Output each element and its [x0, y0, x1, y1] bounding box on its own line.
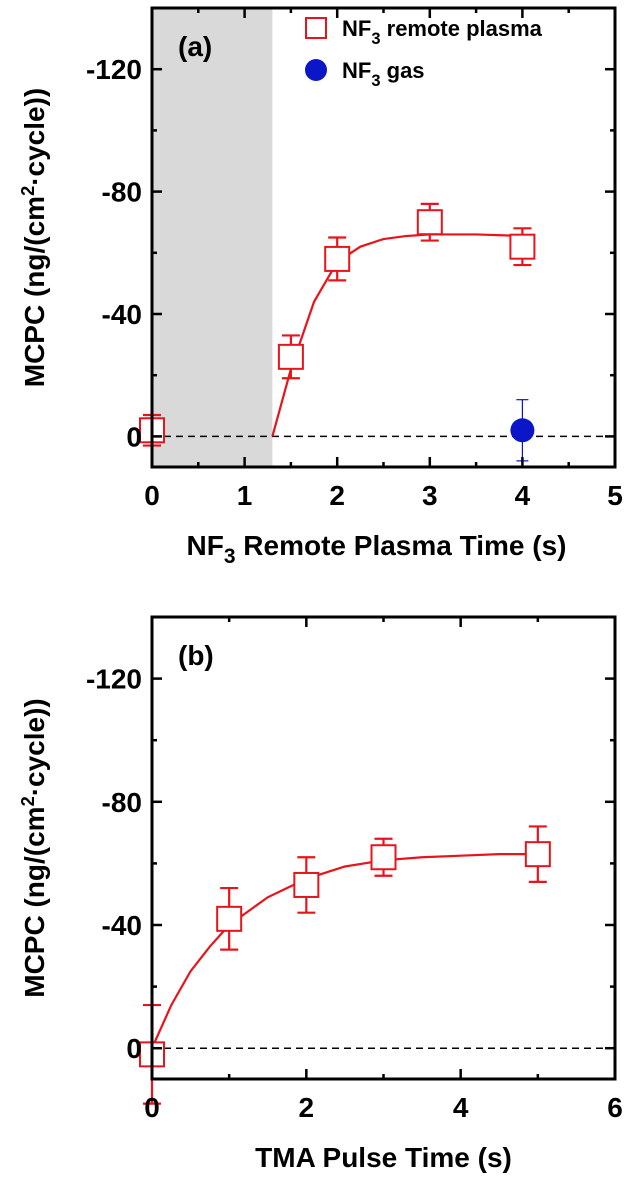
y-tick-label: -120 [86, 54, 142, 85]
legend-entry: NF3 gas [342, 58, 425, 90]
x-tick-label: 4 [515, 480, 531, 511]
x-tick-label: 1 [237, 480, 253, 511]
legend-marker-circle [305, 59, 327, 81]
data-point-square [509, 233, 536, 260]
x-tick-label: 3 [422, 480, 438, 511]
fit-curve [271, 233, 523, 437]
data-point-square [293, 871, 320, 898]
panel-label: (b) [178, 640, 214, 671]
data-point-square [324, 245, 351, 272]
x-axis-title: TMA Pulse Time (s) [255, 1142, 512, 1173]
data-point-square [416, 209, 443, 236]
x-tick-label: 4 [453, 1092, 469, 1123]
y-tick-label: -80 [102, 177, 142, 208]
data-point-circle [510, 418, 535, 443]
legend: NF3 remote plasma NF3 gas [305, 16, 543, 90]
legend-marker-square [305, 17, 327, 39]
y-tick-label: -80 [102, 787, 142, 818]
y-tick-label: -40 [102, 299, 142, 330]
x-tick-label: 6 [607, 1092, 623, 1123]
x-tick-label: 2 [299, 1092, 315, 1123]
y-tick-label: 0 [126, 421, 142, 452]
y-tick-label: 0 [126, 1033, 142, 1064]
y-axis-title: MCPC (ng/(cm2·cycle)) [18, 88, 50, 388]
fit-curve [150, 853, 538, 1049]
x-axis-title: NF3 Remote Plasma Time (s) [187, 530, 567, 568]
x-tick-label: 5 [607, 480, 623, 511]
legend-entry: NF3 remote plasma [342, 16, 543, 48]
panel-a-chart: 0 -40 -80 -120 0 1 2 3 4 5 NF3 Remote Plasma Time … [18, 6, 623, 568]
data-point-square [370, 844, 397, 871]
y-axis-title: MCPC (ng/(cm2·cycle)) [18, 698, 50, 998]
x-tick-label: 0 [144, 1092, 160, 1123]
shaded-region [152, 8, 273, 467]
panel-b-chart: 0 -40 -80 -120 0 2 4 6 TMA Pulse Time (s) MCPC (n… [18, 615, 623, 1173]
data-point-square [216, 905, 243, 932]
data-point-square [524, 841, 551, 868]
x-tick-label: 0 [144, 480, 160, 511]
y-tick-label: -120 [86, 664, 142, 695]
y-tick-label: -40 [102, 910, 142, 941]
data-point-square [277, 343, 304, 370]
x-tick-label: 2 [329, 480, 345, 511]
panel-label: (a) [178, 31, 212, 62]
